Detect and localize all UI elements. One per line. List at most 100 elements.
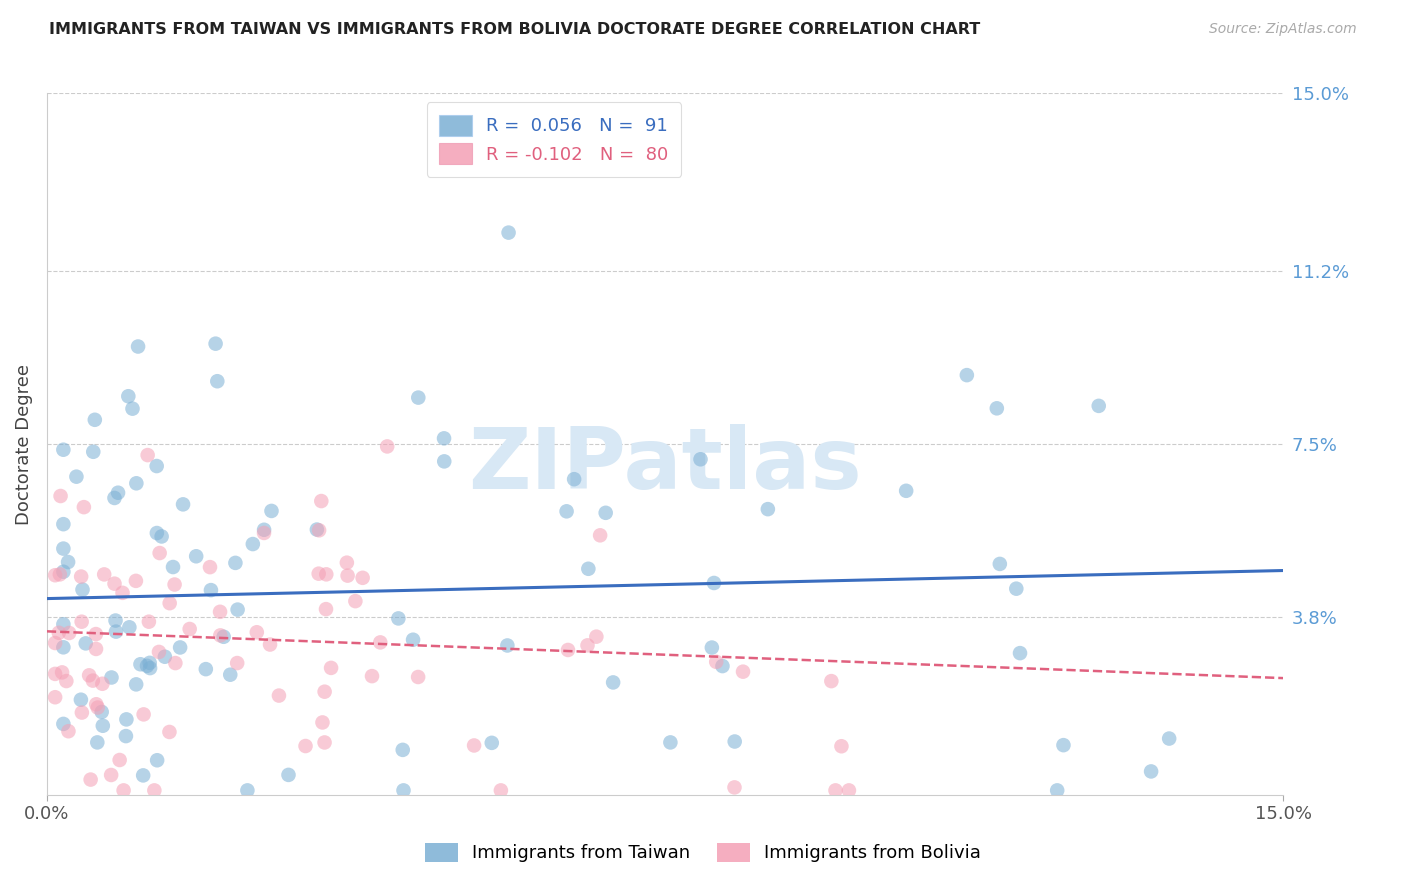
- Point: [1008, 646, 1031, 660]
- Point: [52, 517, 75, 532]
- Point: [226, 602, 249, 616]
- Point: [259, 638, 281, 652]
- Point: [894, 483, 917, 498]
- Point: [107, 485, 129, 500]
- Point: [200, 583, 222, 598]
- Point: [463, 739, 485, 753]
- Point: [100, 671, 122, 685]
- Point: [84, 627, 107, 641]
- Point: [305, 523, 328, 537]
- Point: [103, 576, 125, 591]
- Point: [723, 780, 745, 795]
- Point: [165, 656, 187, 670]
- Point: [100, 768, 122, 782]
- Point: [58, 626, 80, 640]
- Point: [162, 560, 184, 574]
- Point: [602, 675, 624, 690]
- Point: [219, 667, 242, 681]
- Point: [496, 639, 519, 653]
- Point: [408, 391, 430, 405]
- Point: [108, 753, 131, 767]
- Point: [44, 568, 66, 582]
- Point: [224, 556, 246, 570]
- Point: [138, 656, 160, 670]
- Point: [700, 640, 723, 655]
- Point: [127, 339, 149, 353]
- Point: [55, 673, 77, 688]
- Point: [44, 666, 66, 681]
- Point: [65, 469, 87, 483]
- Point: [52, 442, 75, 457]
- Point: [56, 555, 79, 569]
- Point: [1087, 399, 1109, 413]
- Point: [1159, 731, 1181, 746]
- Point: [236, 783, 259, 797]
- Legend: Immigrants from Taiwan, Immigrants from Bolivia: Immigrants from Taiwan, Immigrants from …: [418, 836, 988, 870]
- Point: [830, 739, 852, 754]
- Point: [756, 502, 779, 516]
- Point: [111, 586, 134, 600]
- Point: [585, 630, 607, 644]
- Point: [391, 743, 413, 757]
- Point: [589, 528, 612, 542]
- Point: [194, 662, 217, 676]
- Point: [138, 615, 160, 629]
- Point: [209, 605, 232, 619]
- Point: [402, 632, 425, 647]
- Point: [58, 724, 80, 739]
- Point: [209, 628, 232, 642]
- Point: [70, 706, 93, 720]
- Point: [51, 665, 73, 680]
- Point: [956, 368, 979, 383]
- Point: [159, 725, 181, 739]
- Point: [253, 523, 276, 537]
- Point: [136, 448, 159, 462]
- Point: [115, 729, 138, 743]
- Point: [103, 491, 125, 505]
- Point: [179, 622, 201, 636]
- Point: [481, 736, 503, 750]
- Point: [212, 630, 235, 644]
- Point: [489, 783, 512, 797]
- Point: [149, 546, 172, 560]
- Point: [1005, 582, 1028, 596]
- Legend: R =  0.056   N =  91, R = -0.102   N =  80: R = 0.056 N = 91, R = -0.102 N = 80: [427, 103, 682, 177]
- Point: [704, 655, 727, 669]
- Point: [44, 690, 66, 705]
- Point: [48, 625, 70, 640]
- Point: [153, 649, 176, 664]
- Point: [77, 668, 100, 682]
- Point: [361, 669, 384, 683]
- Point: [75, 636, 97, 650]
- Point: [132, 768, 155, 782]
- Point: [314, 684, 336, 698]
- Point: [72, 582, 94, 597]
- Point: [344, 594, 367, 608]
- Point: [226, 656, 249, 670]
- Point: [294, 739, 316, 753]
- Point: [311, 715, 333, 730]
- Point: [595, 506, 617, 520]
- Point: [689, 452, 711, 467]
- Point: [93, 567, 115, 582]
- Point: [824, 783, 846, 797]
- Point: [112, 783, 135, 797]
- Point: [91, 719, 114, 733]
- Point: [70, 569, 93, 583]
- Point: [308, 566, 330, 581]
- Point: [125, 476, 148, 491]
- Point: [557, 643, 579, 657]
- Point: [121, 401, 143, 416]
- Text: IMMIGRANTS FROM TAIWAN VS IMMIGRANTS FROM BOLIVIA DOCTORATE DEGREE CORRELATION C: IMMIGRANTS FROM TAIWAN VS IMMIGRANTS FRO…: [49, 22, 980, 37]
- Point: [52, 717, 75, 731]
- Point: [125, 574, 148, 588]
- Point: [576, 562, 599, 576]
- Point: [79, 772, 101, 787]
- Point: [146, 753, 169, 767]
- Point: [260, 504, 283, 518]
- Point: [105, 624, 128, 639]
- Point: [44, 636, 66, 650]
- Point: [136, 658, 159, 673]
- Point: [146, 526, 169, 541]
- Point: [498, 226, 520, 240]
